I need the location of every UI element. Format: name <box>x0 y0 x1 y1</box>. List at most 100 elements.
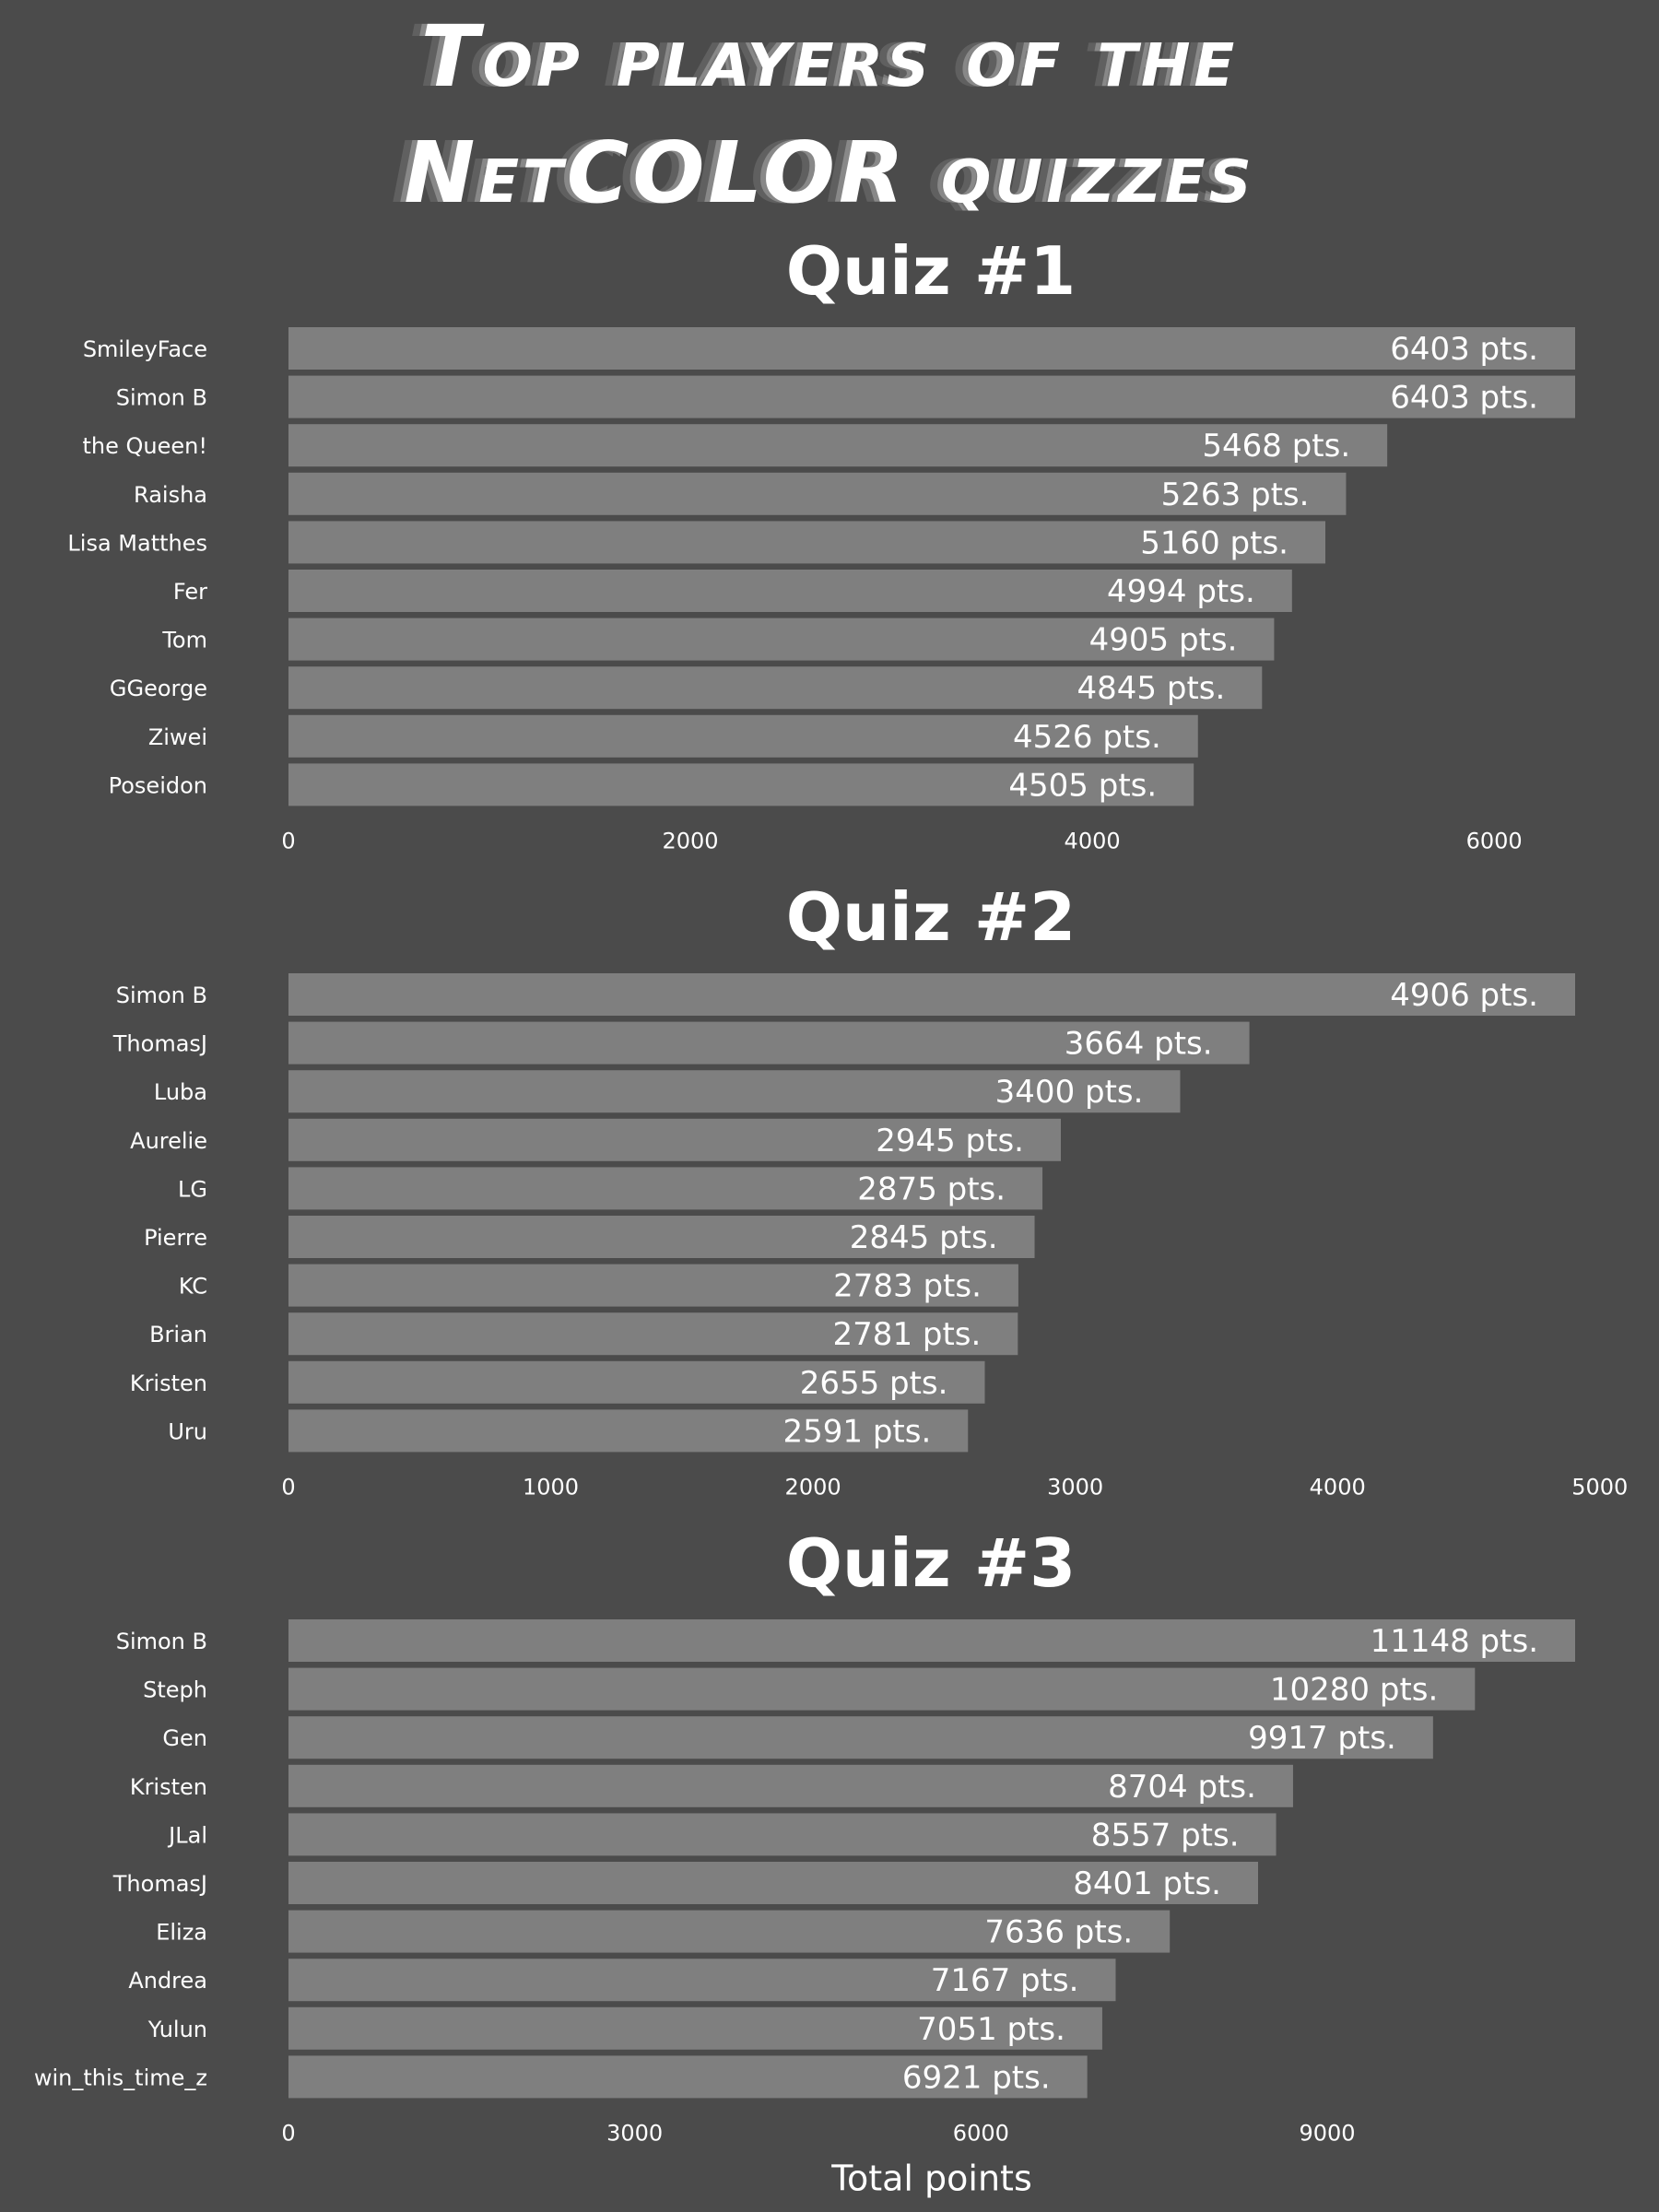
category-label: Uru <box>168 1418 207 1444</box>
bar-value-label: 3400 pts. <box>995 1074 1144 1111</box>
category-label: Luba <box>154 1079 207 1105</box>
bar <box>288 2055 1088 2099</box>
category-label: Kristen <box>130 1774 207 1800</box>
category-label: the Queen! <box>83 433 207 459</box>
bar-value-label: 10280 pts. <box>1270 1672 1438 1709</box>
bar-value-label: 3664 pts. <box>1065 1026 1213 1063</box>
bar-value-label: 5160 pts. <box>1140 524 1288 561</box>
bar-value-label: 4845 pts. <box>1077 670 1226 707</box>
x-tick-label: 6000 <box>953 2120 1009 2146</box>
bar-value-label: 9917 pts. <box>1248 1720 1396 1757</box>
panel-title: Quiz #2 <box>786 878 1077 956</box>
category-label: Eliza <box>156 1920 207 1946</box>
bar <box>288 618 1275 661</box>
category-label: ThomasJ <box>112 1031 207 1057</box>
category-label: SmileyFace <box>83 336 207 362</box>
bar <box>288 1409 969 1453</box>
bar-value-label: 7051 pts. <box>917 2011 1065 2048</box>
bar <box>288 1716 1433 1759</box>
category-label: Kristen <box>130 1371 207 1396</box>
category-label: Pierre <box>144 1225 207 1251</box>
bar-value-label: 4906 pts. <box>1390 977 1538 1014</box>
x-tick-label: 0 <box>281 2120 295 2146</box>
bar-value-label: 8557 pts. <box>1091 1817 1240 1853</box>
bar-value-label: 8401 pts. <box>1073 1865 1221 1902</box>
bar-value-label: 2655 pts. <box>800 1365 948 1402</box>
bar-value-label: 5263 pts. <box>1161 477 1310 513</box>
bar <box>288 375 1575 418</box>
x-tick-label: 3000 <box>606 2120 663 2146</box>
bar <box>288 1070 1181 1113</box>
bar-value-label: 7167 pts. <box>931 1962 1079 1999</box>
category-label: Raisha <box>134 482 207 508</box>
bar <box>288 1910 1171 1953</box>
bar <box>288 666 1263 710</box>
panel-title: Quiz #3 <box>786 1524 1077 1602</box>
x-tick-label: 0 <box>281 1474 295 1500</box>
bar-value-label: 4905 pts. <box>1089 622 1238 659</box>
bar-value-label: 4994 pts. <box>1107 573 1255 610</box>
category-label: Andrea <box>128 1968 207 1994</box>
x-tick-label: 4000 <box>1310 1474 1366 1500</box>
figure-title-line-2: NetCOLOR quizzes <box>404 124 1255 222</box>
bar <box>288 1764 1293 1807</box>
figure-title-line-1: Top players of the <box>420 7 1239 106</box>
bar <box>288 1312 1018 1356</box>
bar <box>288 570 1292 612</box>
category-label: GGeorge <box>110 676 207 701</box>
category-label: Steph <box>143 1677 207 1703</box>
category-label: Yulun <box>147 2017 207 2042</box>
bar <box>288 1667 1476 1711</box>
bar <box>288 1813 1277 1856</box>
bar-value-label: 2845 pts. <box>850 1219 998 1256</box>
category-label: JLal <box>167 1822 207 1848</box>
x-tick-label: 3000 <box>1047 1474 1103 1500</box>
category-label: Lisa Matthes <box>67 530 207 556</box>
bar <box>288 1264 1018 1307</box>
category-label: Brian <box>149 1322 207 1347</box>
bar <box>288 763 1194 806</box>
x-axis-title: Total points <box>830 2158 1032 2198</box>
bar-value-label: 2875 pts. <box>857 1171 1006 1207</box>
category-label: Simon B <box>116 982 207 1008</box>
bar-value-label: 4526 pts. <box>1013 719 1161 756</box>
x-tick-label: 4000 <box>1065 828 1121 853</box>
x-tick-label: 6000 <box>1466 828 1523 853</box>
category-label: Ziwei <box>148 724 207 750</box>
category-label: Fer <box>173 579 207 605</box>
panel-title: Quiz #1 <box>786 232 1077 310</box>
bar <box>288 973 1575 1016</box>
bar-value-label: 4505 pts. <box>1008 767 1157 804</box>
category-label: Poseidon <box>109 772 207 798</box>
category-label: Simon B <box>116 385 207 411</box>
bar-value-label: 7636 pts. <box>984 1914 1133 1951</box>
category-label: ThomasJ <box>112 1871 207 1897</box>
category-label: Simon B <box>116 1629 207 1654</box>
category-label: KC <box>179 1274 207 1300</box>
bar <box>288 1959 1116 2002</box>
bar <box>288 2006 1102 2050</box>
x-tick-label: 1000 <box>523 1474 579 1500</box>
bar-value-label: 2945 pts. <box>876 1123 1024 1159</box>
category-label: Tom <box>161 628 207 653</box>
bar <box>288 1216 1035 1258</box>
category-label: win_this_time_z <box>34 2065 207 2090</box>
bar-value-label: 2591 pts. <box>782 1413 931 1450</box>
x-tick-label: 9000 <box>1299 2120 1355 2146</box>
bar <box>288 424 1388 467</box>
x-tick-label: 2000 <box>785 1474 841 1500</box>
x-tick-label: 5000 <box>1571 1474 1628 1500</box>
bar-value-label: 8704 pts. <box>1108 1769 1256 1806</box>
bar-value-label: 6403 pts. <box>1390 380 1538 417</box>
bar <box>288 1619 1575 1662</box>
bar <box>288 1167 1043 1210</box>
category-label: LG <box>178 1176 207 1202</box>
x-tick-label: 2000 <box>663 828 719 853</box>
bar <box>288 1862 1259 1904</box>
bar <box>288 472 1347 515</box>
bar <box>288 327 1575 370</box>
x-tick-label: 0 <box>281 828 295 853</box>
bar <box>288 521 1325 564</box>
